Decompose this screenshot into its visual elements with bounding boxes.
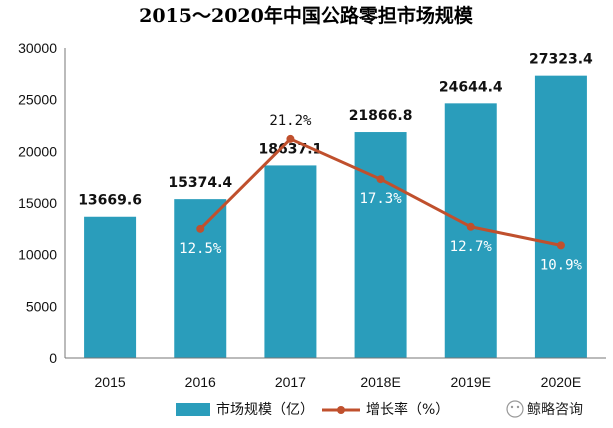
rate-value-label: 17.3% [360,191,403,207]
legend-bar-label: 市场规模（亿） [216,401,314,418]
y-axis-ticks: 0 5000 10000 15000 20000 25000 30000 [18,40,66,366]
bar-value-label: 13669.6 [78,193,142,209]
rate-value-label: 12.5% [179,241,222,257]
bar-value-label: 27323.4 [529,52,593,68]
rate-series: 12.5% 21.2% 17.3% 12.7% 10.9% [179,113,582,273]
bar-value-label: 21866.8 [349,108,413,124]
rate-value-label: 10.9% [540,257,583,273]
x-tick-label: 2020E [541,374,581,390]
legend: 市场规模（亿） 增长率（%） [176,401,449,418]
watermark: 鲸略咨询 [506,400,583,418]
rate-point [376,175,385,184]
legend-line-label: 增长率（%） [366,401,449,418]
y-tick-label: 10000 [18,247,57,263]
watermark-brand: 鲸略咨询 [527,402,583,418]
rate-point [466,222,475,231]
y-tick-label: 5000 [26,298,57,314]
x-tick-label: 2015 [95,374,126,390]
y-tick-label: 0 [49,350,57,366]
y-tick-label: 15000 [18,195,57,211]
bar [174,199,227,358]
legend-bar-swatch [176,403,210,416]
rate-value-label: 12.7% [450,239,493,255]
y-tick-label: 25000 [18,92,57,108]
y-tick-label: 20000 [18,143,57,159]
x-tick-label: 2019E [451,374,491,390]
bar-series: 13669.615374.418637.121866.824644.427323… [78,52,593,358]
chart-title: 2015～2020年中国公路零担市场规模 [139,4,474,27]
bar-value-label: 15374.4 [168,175,232,191]
bar [264,165,317,358]
legend-line-marker [337,406,345,414]
x-tick-label: 2016 [185,374,216,390]
rate-point [556,241,565,250]
bar-value-label: 24644.4 [439,79,503,95]
x-tick-label: 2017 [275,374,306,390]
rate-point [286,134,295,143]
rate-value-label: 21.2% [269,113,312,129]
wechat-icon [506,400,524,418]
y-tick-label: 30000 [18,40,57,56]
x-tick-label: 2018E [360,374,400,390]
bar [354,132,407,358]
bar [534,75,587,358]
x-axis: 2015 2016 2017 2018E 2019E 2020E [65,357,606,390]
bar [84,216,137,358]
rate-point [196,224,205,233]
